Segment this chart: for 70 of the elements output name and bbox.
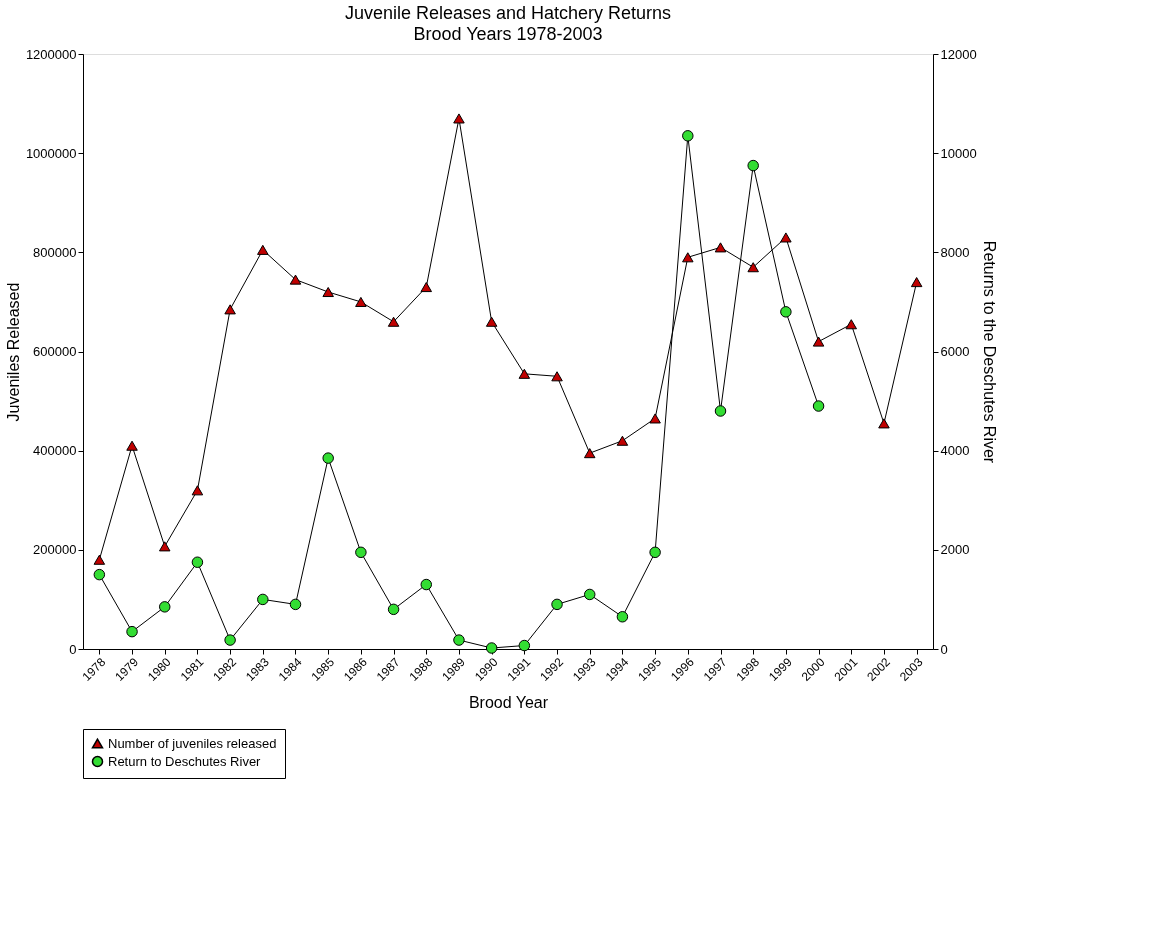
point <box>420 282 433 293</box>
point <box>518 639 531 652</box>
chart-title: Juvenile Releases and Hatchery Returns <box>344 3 672 23</box>
point <box>158 541 171 552</box>
point <box>191 485 204 496</box>
point <box>355 296 367 307</box>
point <box>224 304 236 315</box>
point <box>93 568 106 581</box>
point <box>257 244 269 255</box>
point <box>322 286 334 298</box>
point <box>682 252 694 263</box>
y2-tick-label: 8000 <box>940 244 970 260</box>
point <box>780 306 792 318</box>
x-axis-title: Brood Year <box>468 694 549 712</box>
point <box>878 418 890 429</box>
point <box>583 448 596 459</box>
y-tick-label: 800000 <box>33 244 77 260</box>
y2-tick-label: 4000 <box>940 443 970 459</box>
point <box>616 611 629 623</box>
point <box>583 588 596 601</box>
y2-tick-label: 12000 <box>940 46 977 62</box>
y-tick-label: 1000000 <box>25 145 77 161</box>
point <box>126 625 138 638</box>
point <box>682 130 694 142</box>
point <box>453 113 465 124</box>
point <box>616 435 629 446</box>
y-tick-label: 0 <box>69 641 77 657</box>
point <box>649 413 661 424</box>
point <box>289 598 302 611</box>
chart-subtitle: Brood Years 1978-2003 <box>413 24 603 44</box>
point <box>812 336 825 347</box>
point <box>845 319 858 330</box>
y2-axis-title: Returns to the Deschutes River <box>980 240 998 464</box>
point <box>126 440 138 451</box>
point <box>485 316 498 327</box>
point <box>355 546 367 559</box>
point <box>93 554 106 565</box>
point <box>387 316 400 327</box>
point <box>714 242 727 253</box>
point <box>322 452 334 464</box>
point <box>747 159 759 172</box>
point <box>191 556 204 568</box>
point <box>518 368 531 379</box>
legend-label: Number of juveniles released <box>108 735 277 751</box>
legend-label: Return to Deschutes River <box>108 753 262 769</box>
point <box>649 546 661 559</box>
y-tick-label: 200000 <box>33 542 77 558</box>
point <box>158 601 171 613</box>
point <box>485 642 498 654</box>
y2-tick-label: 6000 <box>940 344 970 359</box>
point <box>780 232 792 243</box>
y-axis-title: Juveniles Released <box>4 282 22 422</box>
point <box>812 400 825 412</box>
point <box>453 634 465 646</box>
point <box>289 274 302 285</box>
y-tick-label: 400000 <box>33 443 77 459</box>
y2-tick-label: 0 <box>940 641 948 657</box>
y-tick-label: 1200000 <box>25 46 77 62</box>
point <box>387 603 400 616</box>
point <box>420 578 433 591</box>
y2-tick-label: 2000 <box>940 542 970 558</box>
point <box>257 593 269 606</box>
y2-tick-label: 10000 <box>940 145 977 161</box>
point <box>714 405 727 417</box>
point <box>910 277 923 288</box>
y-tick-label: 600000 <box>33 344 77 359</box>
point <box>224 634 236 646</box>
point <box>551 598 563 611</box>
point <box>551 371 563 382</box>
point <box>747 262 759 273</box>
